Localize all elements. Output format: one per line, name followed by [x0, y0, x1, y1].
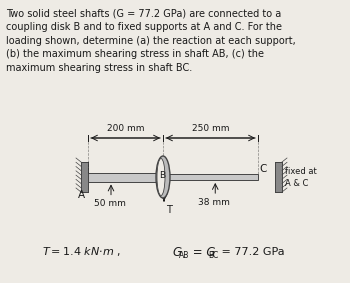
Text: Two solid steel shafts (G = 77.2 GPa) are connected to a: Two solid steel shafts (G = 77.2 GPa) ar…: [6, 8, 281, 18]
Text: fixed at: fixed at: [285, 168, 317, 177]
Text: $T = 1.4\ kN{\cdot}m\ ,$: $T = 1.4\ kN{\cdot}m\ ,$: [42, 245, 121, 258]
Text: B: B: [159, 170, 165, 179]
Text: coupling disk B and to fixed supports at A and C. For the: coupling disk B and to fixed supports at…: [6, 22, 282, 32]
Text: 250 mm: 250 mm: [192, 124, 229, 133]
Text: C: C: [259, 164, 266, 174]
Text: maximum shearing stress in shaft BC.: maximum shearing stress in shaft BC.: [6, 63, 192, 73]
Text: = 77.2 GPa: = 77.2 GPa: [218, 247, 285, 257]
Text: = G: = G: [189, 245, 216, 258]
Text: A & C: A & C: [285, 179, 308, 188]
Text: (b) the maximum shearing stress in shaft AB, (c) the: (b) the maximum shearing stress in shaft…: [6, 50, 264, 59]
Text: 200 mm: 200 mm: [107, 124, 144, 133]
Text: loading shown, determine (a) the reaction at each support,: loading shown, determine (a) the reactio…: [6, 36, 296, 46]
Text: G: G: [172, 245, 181, 258]
Text: 50 mm: 50 mm: [94, 200, 126, 209]
Bar: [275, 162, 282, 192]
Text: T: T: [166, 205, 172, 215]
Bar: [81, 162, 88, 192]
Text: AB: AB: [179, 251, 189, 260]
Ellipse shape: [157, 158, 165, 196]
Bar: [88, 173, 163, 181]
Text: A: A: [78, 190, 85, 200]
Text: BC: BC: [208, 251, 218, 260]
Ellipse shape: [156, 156, 170, 198]
Text: 38 mm: 38 mm: [198, 198, 230, 207]
Bar: [163, 174, 258, 180]
